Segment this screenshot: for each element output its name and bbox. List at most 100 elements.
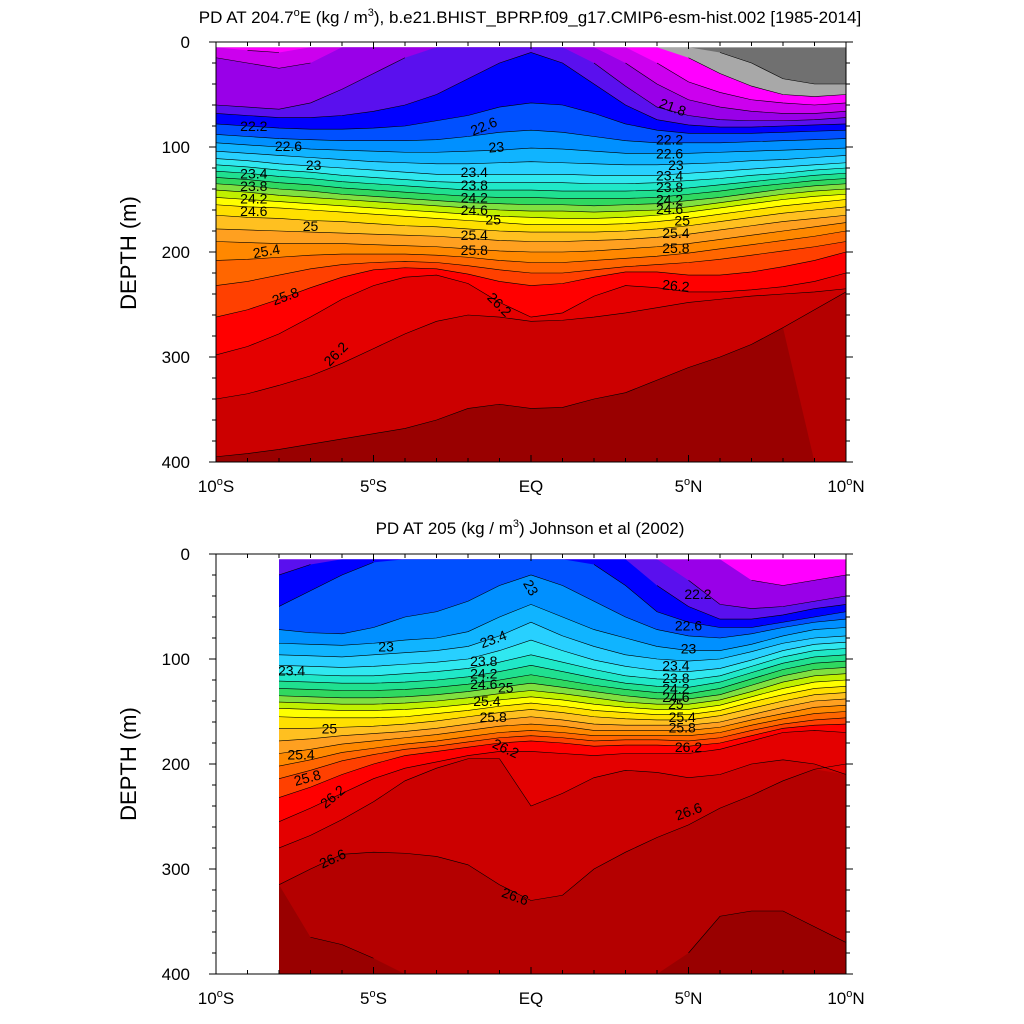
contour-label: 23 (378, 638, 394, 654)
contour-label: 26.2 (675, 739, 702, 755)
x-tick-label: 5oN (675, 476, 703, 496)
y-tick-label: 100 (162, 650, 190, 669)
contour-label: 25 (498, 679, 514, 695)
contour-label: 25.4 (252, 241, 282, 262)
isopycnal-line (279, 574, 846, 639)
density-band (279, 769, 846, 974)
isopycnal-line (216, 251, 846, 318)
contour-label: 25.4 (662, 225, 689, 241)
contour-label: 24.6 (656, 201, 683, 217)
isopycnal-line (279, 673, 846, 705)
contour-label: 24.2 (240, 190, 267, 206)
isopycnal-line (279, 562, 846, 628)
x-tick-label: 10oS (198, 988, 234, 1008)
isopycnal-line (279, 679, 846, 711)
isopycnal-line (216, 164, 846, 185)
isopycnal-line (216, 142, 846, 154)
contour-label: 24.2 (662, 680, 689, 696)
isopycnal-line (279, 639, 846, 672)
contour-label: 23.8 (656, 179, 683, 195)
isopycnal-line (279, 698, 846, 742)
isopycnal-line (216, 193, 846, 219)
contour-label: 23.8 (662, 670, 689, 686)
isopycnal-line (279, 621, 846, 662)
x-tick-label: 5oS (360, 988, 387, 1008)
isopycnal-line (216, 183, 846, 207)
isopycnal-line (216, 57, 846, 114)
contour-label: 25 (322, 720, 338, 736)
contour-label: 22.6 (675, 617, 702, 633)
isopycnal-line (279, 730, 846, 823)
x-tick-label: 10oS (198, 476, 234, 496)
contour-label: 23.4 (662, 657, 689, 673)
contour-label: 23.4 (461, 164, 488, 180)
y-tick-label: 300 (162, 860, 190, 879)
isopycnal-line (216, 199, 846, 225)
x-tick-label: 10oN (827, 476, 864, 496)
isopycnal-line (216, 241, 846, 286)
panel1-ylabel: DEPTH (m) (116, 196, 141, 310)
contour-label: 23 (681, 641, 697, 657)
isopycnal-line (279, 723, 846, 798)
isopycnal-line (751, 574, 846, 586)
isopycnal-line (216, 170, 846, 192)
contour-label: 22.2 (684, 586, 711, 602)
isopycnal-line (279, 717, 846, 779)
contour-label: 22.6 (275, 138, 302, 154)
x-tick-label: 5oS (360, 476, 387, 496)
isopycnal-line (279, 692, 846, 729)
isopycnal-line (216, 230, 846, 263)
isopycnal-line (279, 758, 846, 849)
isopycnal-line (688, 57, 846, 97)
contour-label: 22.2 (656, 132, 683, 148)
y-tick-label: 200 (162, 243, 190, 262)
x-tick-label: 5oN (675, 988, 703, 1008)
isopycnal-line (216, 272, 846, 356)
isopycnal-line (216, 150, 846, 166)
panel1-plot: 21.822.222.62323.423.824.224.62525.425.8… (162, 33, 865, 496)
isopycnal-line (279, 667, 846, 700)
contour-label: 25.8 (669, 719, 696, 735)
y-tick-label: 400 (162, 453, 190, 472)
isopycnal-line (216, 291, 846, 458)
isopycnal-line (216, 177, 846, 199)
y-tick-label: 200 (162, 755, 190, 774)
y-tick-label: 100 (162, 138, 190, 157)
contour-label: 23.4 (278, 663, 305, 679)
isopycnal-line (688, 580, 846, 609)
isopycnal-line (216, 52, 846, 128)
isopycnal-line (279, 763, 846, 901)
contour-label: 23.8 (240, 178, 267, 194)
density-band (279, 884, 846, 974)
contour-label: 25.4 (669, 709, 696, 725)
isopycnal-line (216, 102, 846, 134)
contour-label: 22.2 (240, 118, 267, 134)
contour-label: 22.6 (656, 145, 683, 161)
contour-label: 25.8 (292, 766, 323, 789)
y-tick-label: 0 (181, 545, 190, 564)
contour-label: 25.4 (473, 693, 500, 709)
contour-label: 23 (306, 157, 322, 173)
isopycnal-line (247, 50, 846, 106)
contour-label: 24.6 (470, 676, 497, 692)
isopycnal-line (216, 129, 846, 144)
isopycnal-line (310, 910, 846, 959)
isopycnal-line (216, 57, 846, 122)
contour-label: 23 (520, 577, 542, 599)
isopycnal-line (216, 222, 846, 253)
panel2-ylabel: DEPTH (m) (116, 707, 141, 821)
contour-label: 23.4 (240, 165, 267, 181)
contour-label: 23.8 (461, 177, 488, 193)
contour-label: 25.8 (662, 240, 689, 256)
isopycnal-line (279, 564, 846, 620)
y-tick-label: 0 (181, 33, 190, 52)
isopycnal-line (216, 288, 846, 400)
contour-label: 24.2 (656, 192, 683, 208)
density-band (216, 327, 846, 462)
isopycnal-line (279, 686, 846, 719)
contour-label: 25 (668, 696, 684, 712)
isopycnal-line (216, 206, 846, 233)
y-tick-label: 400 (162, 965, 190, 984)
isopycnal-line (216, 214, 846, 242)
